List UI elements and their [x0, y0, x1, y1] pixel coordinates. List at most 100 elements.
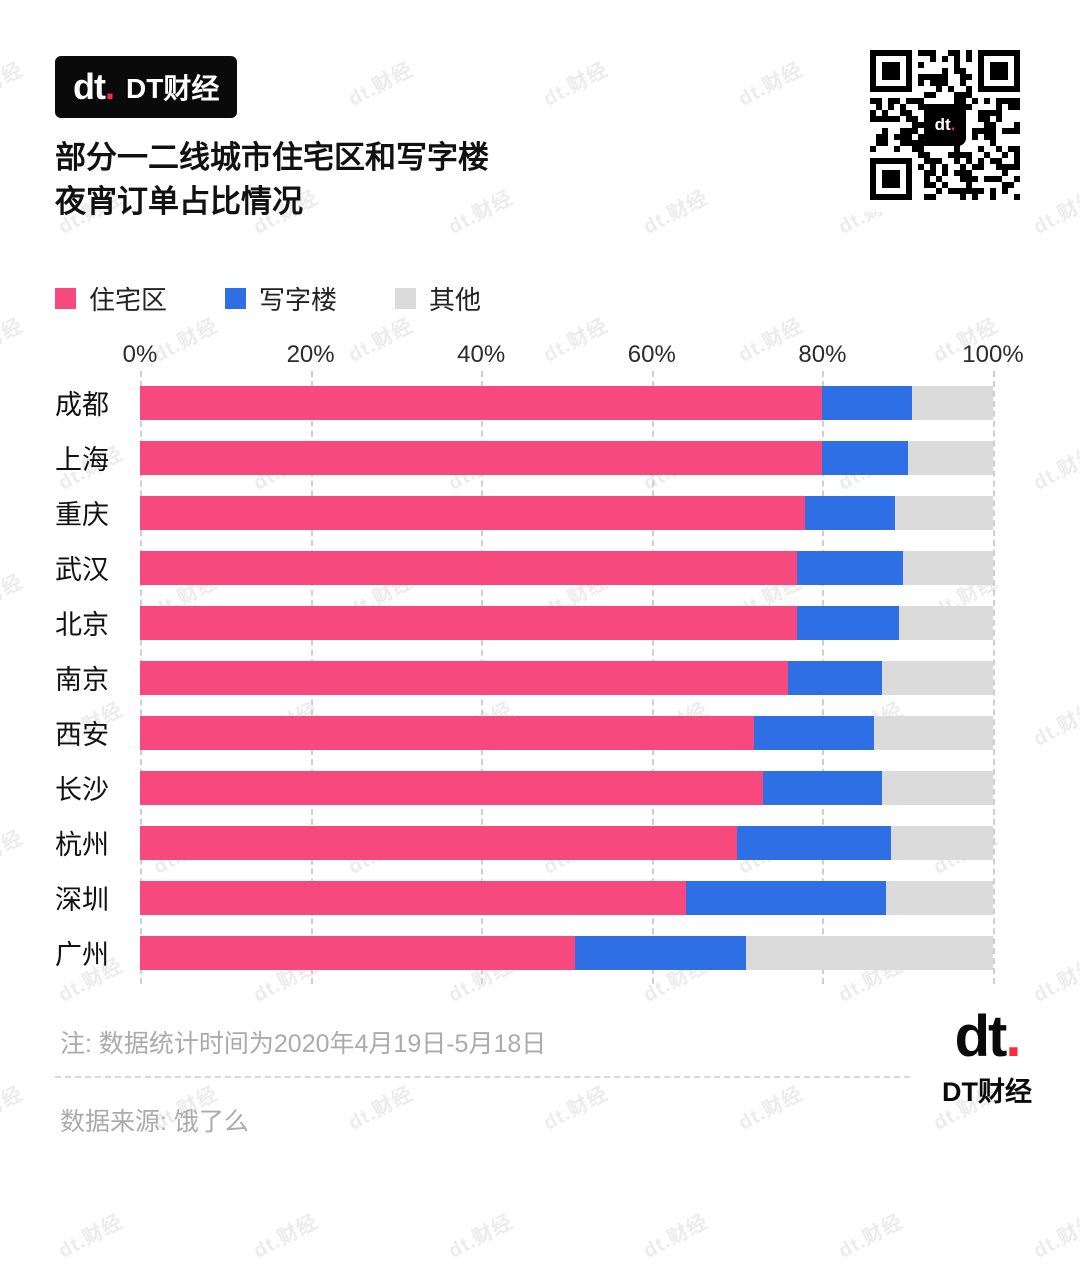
qr-module	[870, 80, 876, 86]
qr-module	[888, 140, 894, 146]
qr-module	[870, 62, 876, 68]
qr-module	[942, 50, 948, 56]
legend-item-residential: 住宅区	[55, 280, 167, 317]
qr-module	[972, 158, 978, 164]
qr-module	[1008, 80, 1014, 86]
qr-module	[966, 104, 972, 110]
qr-module	[900, 104, 906, 110]
qr-module	[876, 164, 882, 170]
qr-module	[966, 134, 972, 140]
qr-module	[1014, 158, 1020, 164]
qr-module	[924, 86, 930, 92]
qr-module	[996, 170, 1002, 176]
bar-segment-other	[873, 715, 993, 750]
city-label: 上海	[55, 445, 109, 475]
qr-module	[1002, 140, 1008, 146]
qr-module	[1002, 116, 1008, 122]
qr-module	[996, 98, 1002, 104]
qr-module	[870, 182, 876, 188]
legend-label: 住宅区	[89, 285, 168, 315]
qr-module	[918, 116, 924, 122]
qr-module	[1014, 188, 1020, 194]
chart-row: 广州	[55, 925, 993, 980]
qr-module	[906, 158, 912, 164]
qr-module	[906, 116, 912, 122]
qr-module	[894, 110, 900, 116]
qr-module	[1008, 188, 1014, 194]
qr-module	[1002, 158, 1008, 164]
bar-segment-other	[903, 550, 993, 585]
qr-module	[966, 158, 972, 164]
qr-module	[882, 194, 888, 200]
qr-module	[972, 164, 978, 170]
qr-module	[1014, 56, 1020, 62]
qr-module	[1008, 164, 1014, 170]
qr-module	[960, 62, 966, 68]
city-label: 重庆	[55, 500, 109, 530]
qr-module	[954, 56, 960, 62]
qr-module	[966, 92, 972, 98]
qr-module	[936, 62, 942, 68]
qr-module	[936, 170, 942, 176]
qr-module	[912, 140, 918, 146]
qr-module	[870, 68, 876, 74]
qr-module	[996, 164, 1002, 170]
qr-module	[930, 80, 936, 86]
qr-module	[954, 68, 960, 74]
qr-module	[882, 92, 888, 98]
qr-module	[876, 62, 882, 68]
qr-module	[912, 134, 918, 140]
qr-module	[948, 50, 954, 56]
qr-module	[900, 98, 906, 104]
qr-module	[954, 152, 960, 158]
qr-module	[996, 122, 1002, 128]
qr-module	[966, 194, 972, 200]
qr-module	[894, 176, 900, 182]
qr-module	[888, 170, 894, 176]
qr-module	[888, 176, 894, 182]
qr-module	[978, 50, 984, 56]
chart-row: 成都	[55, 375, 993, 430]
qr-module	[888, 68, 894, 74]
qr-module	[978, 182, 984, 188]
qr-module	[912, 110, 918, 116]
chart-row: 杭州	[55, 815, 993, 870]
qr-module	[894, 122, 900, 128]
qr-module	[984, 122, 990, 128]
page: dt. DT财经 dt. 部分一二线城市住宅区和写字楼 夜宵订单占比情况 住宅区…	[55, 50, 1032, 1136]
bar-segment-other	[899, 605, 993, 640]
qr-module	[990, 128, 996, 134]
bar-segment-other	[886, 880, 993, 915]
qr-module	[888, 158, 894, 164]
qr-module	[1014, 98, 1020, 104]
qr-module	[990, 80, 996, 86]
qr-module	[990, 182, 996, 188]
qr-module	[918, 194, 924, 200]
qr-module	[960, 182, 966, 188]
qr-module	[912, 170, 918, 176]
qr-module	[942, 152, 948, 158]
qr-module	[966, 146, 972, 152]
qr-module	[996, 50, 1002, 56]
qr-module	[966, 62, 972, 68]
qr-module	[930, 74, 936, 80]
legend-label: 写字楼	[259, 285, 338, 315]
qr-module	[996, 146, 1002, 152]
qr-module	[918, 50, 924, 56]
qr-module	[978, 62, 984, 68]
qr-module	[942, 98, 948, 104]
qr-module	[906, 182, 912, 188]
qr-module	[960, 74, 966, 80]
bar-segment-residential	[140, 880, 686, 915]
qr-module	[906, 98, 912, 104]
qr-module	[966, 140, 972, 146]
qr-module	[906, 56, 912, 62]
qr-module	[1008, 116, 1014, 122]
qr-module	[906, 50, 912, 56]
qr-module	[972, 146, 978, 152]
qr-module	[972, 182, 978, 188]
qr-module	[960, 80, 966, 86]
qr-module	[1002, 146, 1008, 152]
qr-module	[918, 74, 924, 80]
qr-module	[990, 104, 996, 110]
